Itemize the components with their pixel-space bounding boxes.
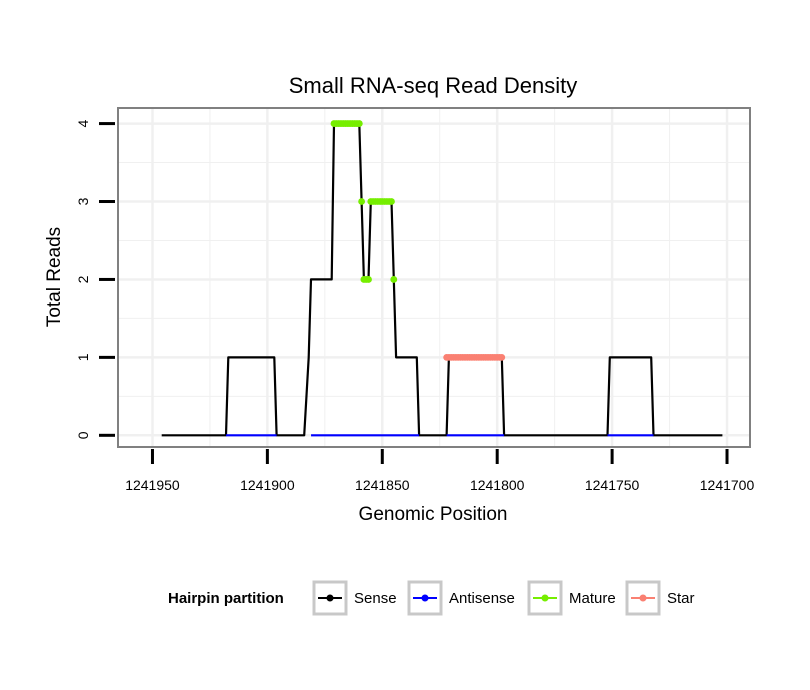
y-axis-label: Total Reads	[44, 227, 65, 327]
y-tick-label-3: 3	[75, 197, 91, 205]
grid	[118, 108, 750, 447]
legend-title: Hairpin partition	[168, 590, 284, 607]
series-points-star	[443, 353, 506, 361]
series-points-mature	[330, 120, 398, 283]
y-tick-label-2: 2	[75, 275, 91, 283]
mature-point-12	[358, 198, 366, 205]
x-tick-label-5: 1241700	[700, 477, 755, 493]
legend-item-star: Star	[625, 580, 695, 616]
legend: Hairpin partition Sense Antisense Mature St…	[168, 580, 695, 616]
x-tick-label-2: 1241850	[355, 477, 410, 493]
series-layer	[161, 120, 723, 437]
legend-key-dot-mature	[541, 594, 549, 602]
legend-item-mature: Mature	[527, 580, 616, 616]
legend-key-dot-star	[639, 594, 647, 602]
axes: 1241950 1241900 1241850 1241800 1241750 12417…	[75, 119, 754, 493]
x-axis-label: Genomic Position	[359, 504, 508, 525]
legend-key-dot-antisense	[421, 594, 429, 602]
y-tick-label-0: 0	[75, 431, 91, 439]
x-tick-label-0: 1241950	[125, 477, 180, 493]
x-tick-label-1: 1241900	[240, 477, 295, 493]
legend-key-dot-sense	[326, 594, 334, 602]
legend-item-antisense: Antisense	[407, 580, 515, 616]
legend-label-sense: Sense	[354, 590, 397, 607]
chart-title: Small RNA-seq Read Density	[289, 73, 578, 98]
legend-label-mature: Mature	[569, 590, 616, 607]
legend-label-antisense: Antisense	[449, 590, 515, 607]
plot-frame	[117, 107, 751, 448]
x-tick-label-3: 1241800	[470, 477, 525, 493]
mature-point-26	[390, 276, 398, 283]
legend-label-star: Star	[667, 590, 695, 607]
legend-item-sense: Sense	[312, 580, 397, 616]
y-tick-label-4: 4	[75, 119, 91, 127]
mature-point-11	[355, 120, 363, 127]
mature-point-25	[388, 198, 395, 205]
x-tick-label-4: 1241750	[585, 477, 640, 493]
star-point-24	[498, 353, 506, 361]
mature-point-15	[365, 276, 372, 283]
y-tick-label-1: 1	[75, 353, 91, 361]
